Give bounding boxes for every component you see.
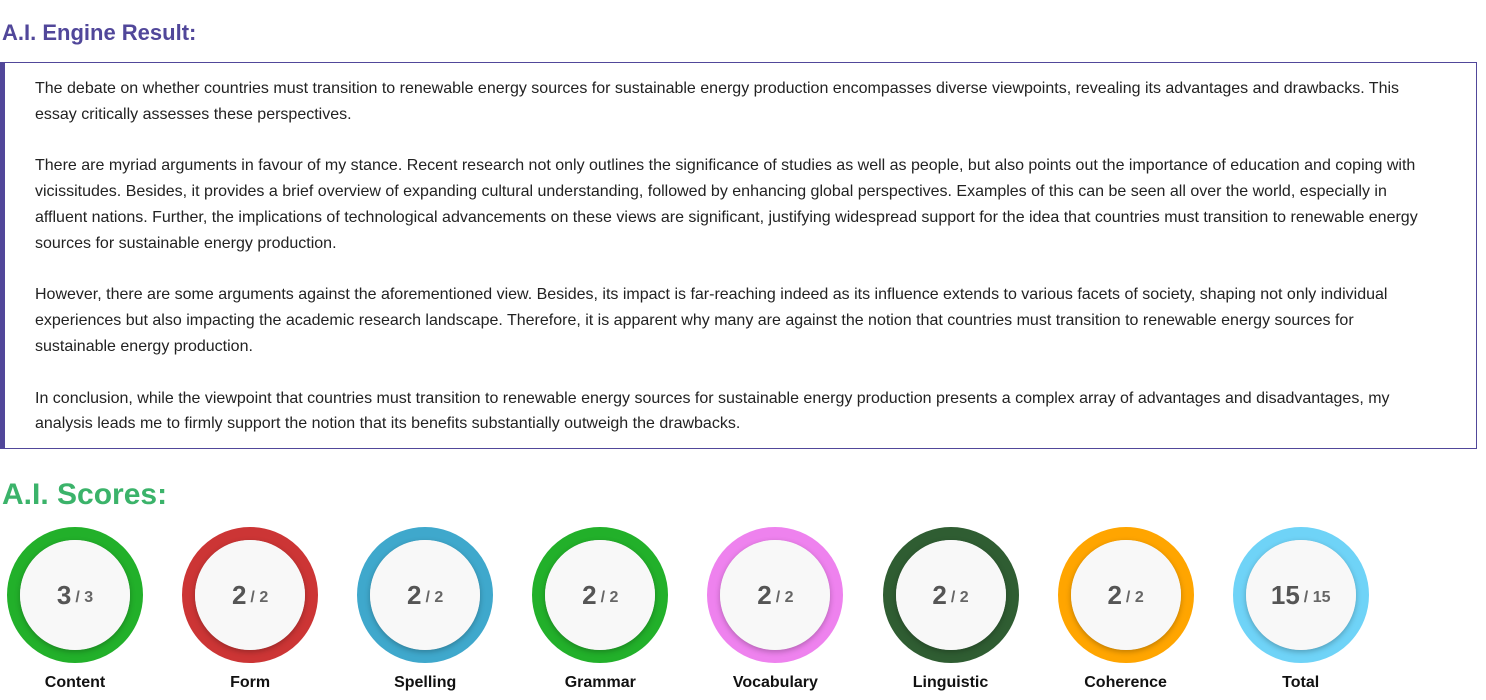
score-max: / 15 [1303,589,1331,606]
score-inner: 2/ 2 [195,540,306,650]
score-card: 2/ 2 Coherence [1057,527,1194,692]
score-card: 15/ 15 Total [1232,527,1369,692]
scores-title: A.I. Scores: [2,478,168,511]
score-ring: 2/ 2 [357,527,494,663]
essay-paragraph: However, there are some arguments agains… [35,286,1388,355]
score-card: 2/ 2 Form [182,527,319,692]
score-card: 2/ 2 Vocabulary [707,527,844,692]
score-inner: 2/ 2 [545,540,656,650]
score-value: 2 [407,579,422,610]
essay-paragraph: The debate on whether countries must tra… [35,80,1400,123]
score-ring: 2/ 2 [182,527,319,663]
score-max: / 2 [950,589,969,606]
score-card: 2/ 2 Grammar [532,527,669,692]
score-inner: 15/ 15 [1245,540,1356,650]
score-label: Spelling [394,674,457,691]
score-max: / 2 [775,589,794,606]
score-inner: 3/ 3 [20,540,130,650]
score-label: Content [44,674,106,691]
score-ring: 3/ 3 [7,527,143,663]
score-ring: 15/ 15 [1232,527,1369,663]
score-card: 2/ 2 Spelling [357,527,494,692]
score-label: Form [230,674,271,691]
score-label: Grammar [564,674,636,691]
score-ring: 2/ 2 [882,527,1019,663]
score-value: 2 [231,579,247,610]
score-label: Linguistic [912,674,989,691]
essay-box: The debate on whether countries must tra… [0,62,1477,449]
score-label: Coherence [1084,674,1167,691]
result-title: A.I. Engine Result: [2,20,197,45]
score-max: / 2 [600,589,619,606]
score-value: 2 [582,579,597,610]
score-max: / 2 [1125,589,1144,606]
score-label: Vocabulary [732,674,818,691]
score-value: 3 [56,579,72,610]
score-max: / 2 [425,589,444,606]
score-label: Total [1282,674,1320,691]
score-value: 15 [1270,579,1300,610]
score-card: 3/ 3 Content [7,527,143,692]
score-inner: 2/ 2 [1070,540,1181,650]
score-card: 2/ 2 Linguistic [882,527,1019,692]
score-value: 2 [1107,579,1122,610]
essay-paragraph: In conclusion, while the viewpoint that … [35,389,1390,433]
score-ring: 2/ 2 [1057,527,1194,663]
score-ring: 2/ 2 [707,527,844,663]
score-max: / 2 [250,589,269,606]
score-value: 2 [932,579,947,610]
score-inner: 2/ 2 [720,540,831,650]
score-max: / 3 [75,589,94,606]
essay-paragraph: There are myriad arguments in favour of … [35,157,1418,252]
score-inner: 2/ 2 [370,540,481,650]
score-value: 2 [757,579,772,610]
score-inner: 2/ 2 [895,540,1006,650]
score-ring: 2/ 2 [532,527,669,663]
